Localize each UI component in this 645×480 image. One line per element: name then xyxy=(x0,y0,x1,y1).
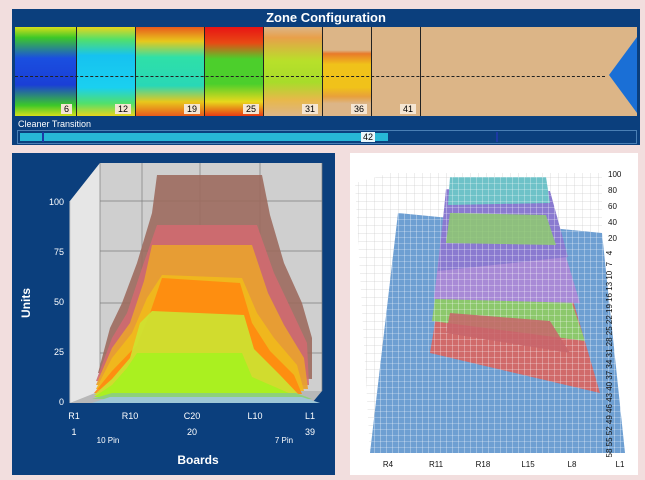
cleaner-transition-slider[interactable]: 42 xyxy=(17,130,637,144)
lane-center-line xyxy=(15,76,605,77)
distance-tick: 22 xyxy=(605,315,614,324)
x-tick-r4: R4 xyxy=(383,460,394,469)
zone-configuration-title: Zone Configuration xyxy=(266,10,386,25)
cleaner-marker-left[interactable] xyxy=(42,132,44,142)
z-tick-100: 100 xyxy=(608,170,622,179)
y-tick-25: 25 xyxy=(54,347,64,357)
chart-side-wall xyxy=(70,163,100,403)
board-tick-39: 39 xyxy=(305,427,315,437)
y-tick-75: 75 xyxy=(54,247,64,257)
oil-volume-3d-mesh-svg: 100 80 60 40 20 4 7 10 13 16 19 22 25 28 31 34 37 40… xyxy=(355,170,625,469)
zone-6[interactable]: 36 xyxy=(323,27,372,116)
x-tick-r18: R18 xyxy=(476,460,491,469)
distance-tick: 4 xyxy=(605,250,614,255)
zone-6-label: 36 xyxy=(350,104,367,114)
distance-ticks: 4 7 10 13 16 19 22 25 28 31 34 37 40 43 46 49 52 55 58 xyxy=(605,250,614,457)
zone-5[interactable]: 31 xyxy=(264,27,323,116)
distance-tick: 31 xyxy=(605,348,614,357)
z-tick-20: 20 xyxy=(608,234,617,243)
distance-tick: 13 xyxy=(605,281,614,290)
distance-tick: 46 xyxy=(605,404,614,413)
x-tick-l10: L10 xyxy=(247,411,262,421)
distance-tick: 37 xyxy=(605,370,614,379)
distance-tick: 28 xyxy=(605,337,614,346)
x-tick-c20: C20 xyxy=(184,411,201,421)
oil-volume-3d-mesh-chart: 100 80 60 40 20 4 7 10 13 16 19 22 25 28 31 34 37 40… xyxy=(350,153,638,475)
zone-4[interactable]: 25 xyxy=(205,27,264,116)
y-tick-50: 50 xyxy=(54,297,64,307)
distance-tick: 25 xyxy=(605,326,614,335)
z-tick-40: 40 xyxy=(608,218,617,227)
pin-deck-triangle-icon xyxy=(609,37,637,113)
x-tick-r1: R1 xyxy=(68,411,80,421)
x-tick-r11: R11 xyxy=(429,460,444,469)
zone-4-label: 25 xyxy=(242,104,259,114)
zone-3-label: 19 xyxy=(183,104,200,114)
distance-tick: 58 xyxy=(605,448,614,457)
zone-2-label: 12 xyxy=(114,104,131,114)
zone-3[interactable]: 19 xyxy=(136,27,205,116)
oil-pattern-3d-chart: 0 25 50 75 100 Units R1 R10 C20 L10 L1 1… xyxy=(12,153,335,475)
pin-label-7: 7 Pin xyxy=(275,436,293,445)
board-tick-20: 20 xyxy=(187,427,197,437)
distance-tick: 49 xyxy=(605,415,614,424)
y-tick-100: 100 xyxy=(49,197,64,207)
x-axis-label: Boards xyxy=(177,453,219,467)
z-tick-80: 80 xyxy=(608,186,617,195)
distance-tick: 7 xyxy=(605,261,614,266)
zone-7-label: 41 xyxy=(399,104,416,114)
x-tick-l8: L8 xyxy=(568,460,577,469)
x-tick-l1: L1 xyxy=(616,460,625,469)
cleaner-transition-fill xyxy=(20,133,388,141)
zone-7[interactable]: 41 xyxy=(372,27,421,116)
distance-tick: 52 xyxy=(605,426,614,435)
zone-5-label: 31 xyxy=(301,104,318,114)
distance-tick: 40 xyxy=(605,381,614,390)
pin-label-10: 10 Pin xyxy=(97,436,120,445)
z-tick-60: 60 xyxy=(608,202,617,211)
cleaner-transition-value: 42 xyxy=(361,132,376,142)
oil-pattern-3d-chart-svg: 0 25 50 75 100 Units R1 R10 C20 L10 L1 1… xyxy=(19,163,323,467)
x-tick-l15: L15 xyxy=(521,460,535,469)
distance-tick: 34 xyxy=(605,359,614,368)
zone-1[interactable]: 6 xyxy=(15,27,77,116)
zone-1-label: 6 xyxy=(60,104,72,114)
y-tick-0: 0 xyxy=(59,397,64,407)
x-tick-r10: R10 xyxy=(122,411,139,421)
distance-tick: 43 xyxy=(605,392,614,401)
distance-tick: 16 xyxy=(605,292,614,301)
board-tick-1: 1 xyxy=(71,427,76,437)
distance-tick: 55 xyxy=(605,437,614,446)
lane-zone-strip[interactable]: 6 12 19 25 31 36 41 xyxy=(15,27,637,116)
distance-tick: 19 xyxy=(605,304,614,313)
x-tick-l1: L1 xyxy=(305,411,315,421)
y-axis-label: Units xyxy=(19,288,33,318)
cleaner-transition-label: Cleaner Transition xyxy=(18,119,92,129)
distance-tick: 10 xyxy=(605,270,614,279)
zone-2[interactable]: 12 xyxy=(77,27,136,116)
cleaner-marker-right[interactable] xyxy=(496,132,498,142)
zone-configuration-panel: Zone Configuration 6 12 19 25 31 36 41 C… xyxy=(12,9,640,145)
